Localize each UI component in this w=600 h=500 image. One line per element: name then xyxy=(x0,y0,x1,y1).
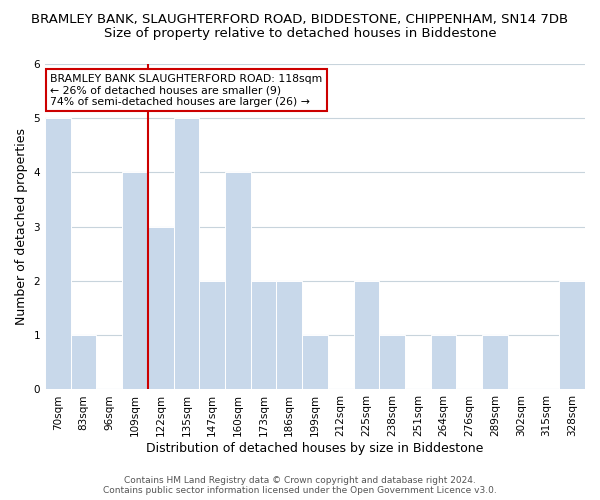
Text: Size of property relative to detached houses in Biddestone: Size of property relative to detached ho… xyxy=(104,28,496,40)
Bar xyxy=(277,281,302,390)
Bar xyxy=(482,335,508,390)
Bar xyxy=(559,281,585,390)
Bar xyxy=(251,281,277,390)
Bar xyxy=(45,118,71,390)
Y-axis label: Number of detached properties: Number of detached properties xyxy=(15,128,28,325)
Bar xyxy=(225,172,251,390)
Bar xyxy=(353,281,379,390)
Bar xyxy=(302,335,328,390)
Bar xyxy=(379,335,405,390)
Bar xyxy=(431,335,457,390)
Bar xyxy=(148,226,173,390)
X-axis label: Distribution of detached houses by size in Biddestone: Distribution of detached houses by size … xyxy=(146,442,484,455)
Text: BRAMLEY BANK SLAUGHTERFORD ROAD: 118sqm
← 26% of detached houses are smaller (9): BRAMLEY BANK SLAUGHTERFORD ROAD: 118sqm … xyxy=(50,74,323,107)
Text: BRAMLEY BANK, SLAUGHTERFORD ROAD, BIDDESTONE, CHIPPENHAM, SN14 7DB: BRAMLEY BANK, SLAUGHTERFORD ROAD, BIDDES… xyxy=(31,12,569,26)
Text: Contains HM Land Registry data © Crown copyright and database right 2024.
Contai: Contains HM Land Registry data © Crown c… xyxy=(103,476,497,495)
Bar xyxy=(199,281,225,390)
Bar xyxy=(71,335,97,390)
Bar xyxy=(122,172,148,390)
Bar xyxy=(173,118,199,390)
